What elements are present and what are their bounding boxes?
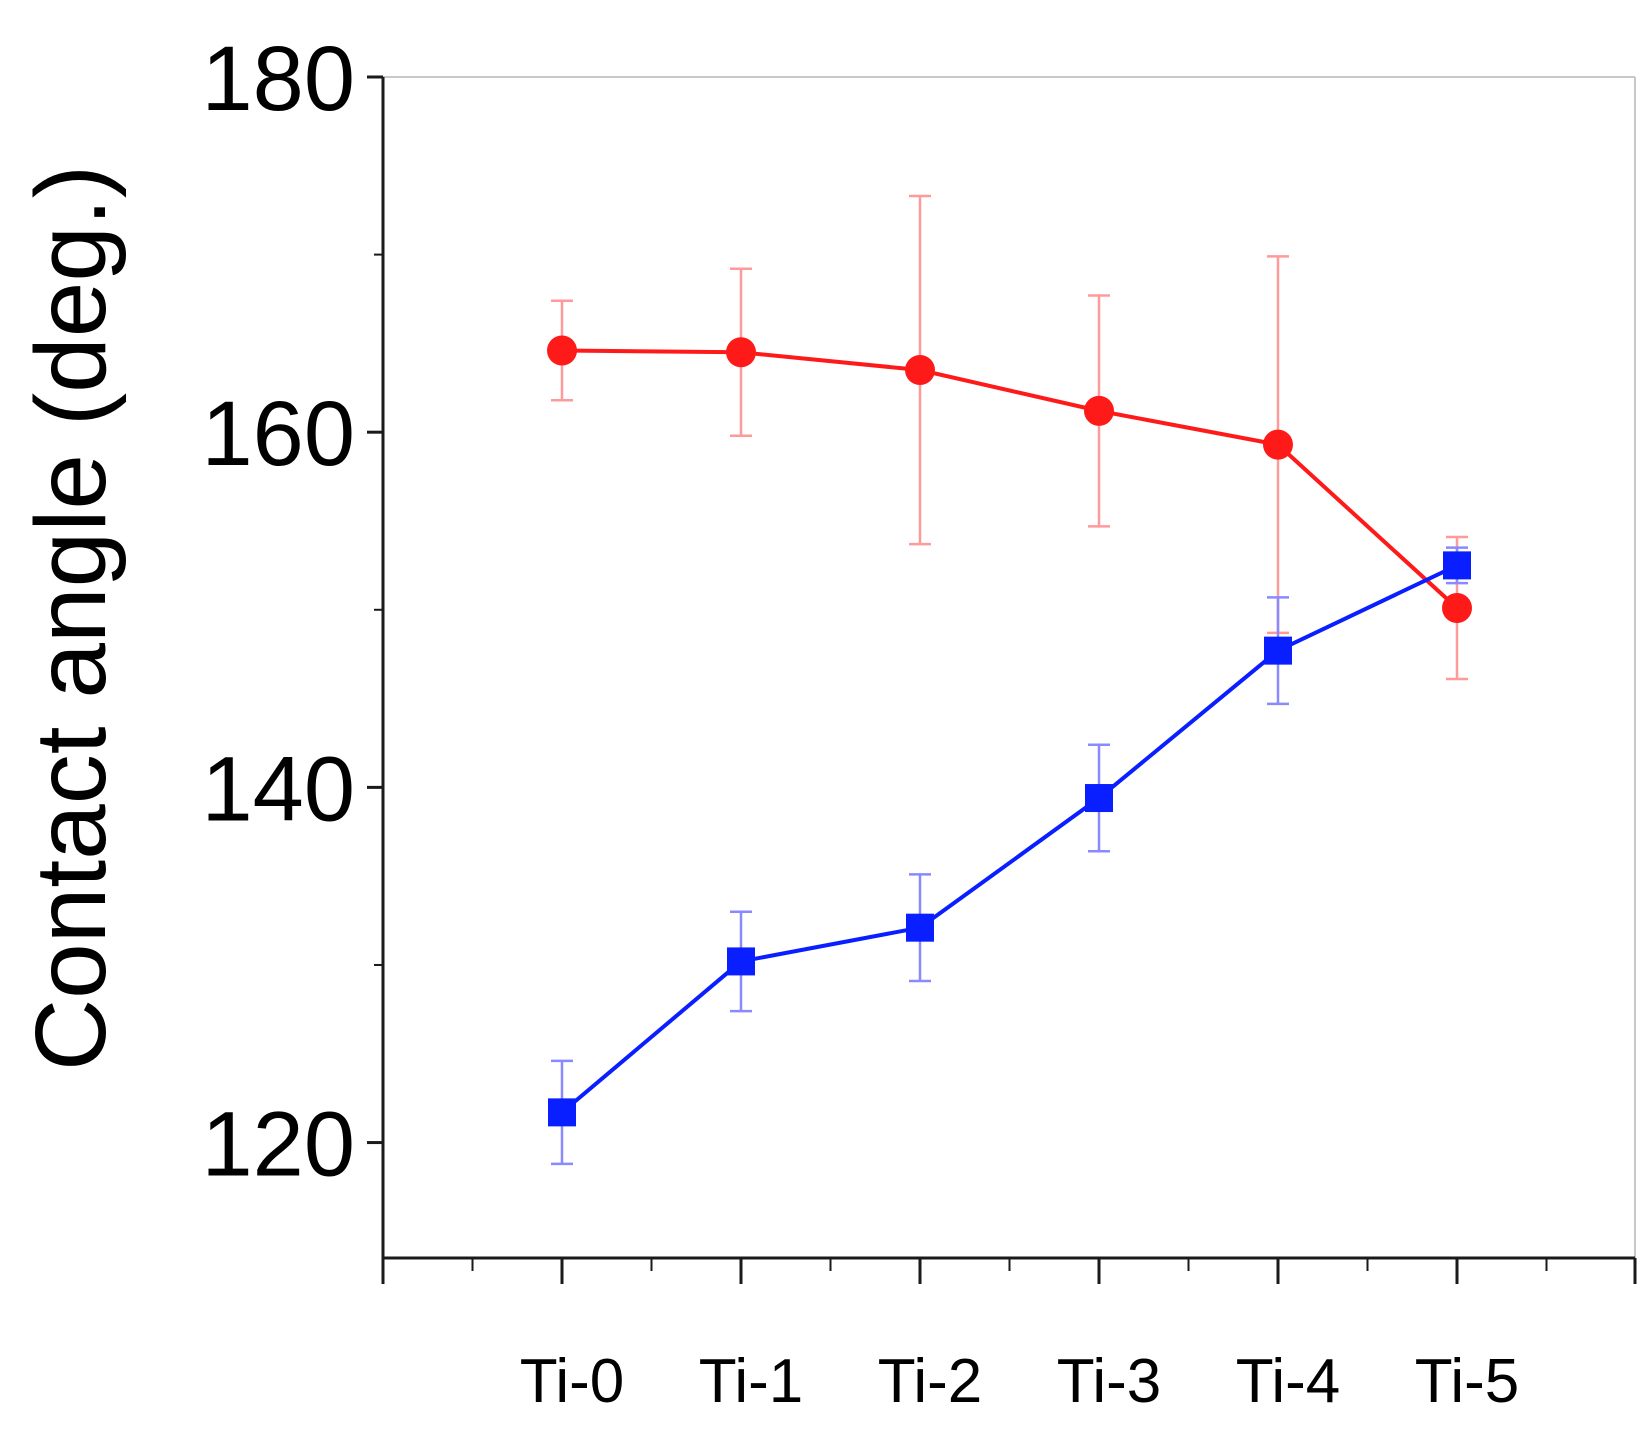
data-point-circle: [1084, 395, 1114, 426]
series-layer: [547, 194, 1472, 1166]
data-point-square: [548, 1098, 576, 1127]
axis-ticks: [367, 75, 1637, 1284]
data-point-circle: [1442, 593, 1472, 624]
y-axis-label: Contact angle (deg.): [15, 165, 127, 1071]
series-line: [560, 563, 1458, 1114]
data-point-circle: [547, 335, 577, 366]
series-blue-squares: [548, 546, 1471, 1166]
x-tick-label: Ti-2: [878, 1347, 982, 1416]
y-tick-label: 180: [202, 28, 356, 130]
data-point-square: [727, 947, 755, 976]
y-tick-labels: 120 140 160 180: [202, 28, 356, 1196]
x-tick-label: Ti-1: [699, 1347, 803, 1416]
y-tick-label: 140: [202, 738, 356, 840]
data-point-circle: [726, 337, 756, 368]
y-tick-label: 120: [202, 1094, 356, 1196]
x-tick-label: Ti-3: [1057, 1347, 1161, 1416]
data-point-circle: [1263, 429, 1293, 460]
data-point-circle: [905, 355, 935, 386]
x-tick-label: Ti-0: [520, 1347, 624, 1416]
y-tick-label: 160: [202, 383, 356, 485]
x-tick-label: Ti-4: [1236, 1347, 1340, 1416]
data-point-square: [1264, 636, 1292, 665]
data-point-square: [1443, 551, 1471, 580]
x-tick-labels: Ti-0 Ti-1 Ti-2 Ti-3 Ti-4 Ti-5: [520, 1347, 1519, 1416]
plot-frame: [381, 76, 1636, 1260]
x-tick-label: Ti-5: [1415, 1347, 1519, 1416]
series-line: [561, 348, 1459, 610]
data-point-square: [906, 913, 934, 942]
series-red-circles: [547, 194, 1472, 681]
data-point-square: [1085, 784, 1113, 813]
